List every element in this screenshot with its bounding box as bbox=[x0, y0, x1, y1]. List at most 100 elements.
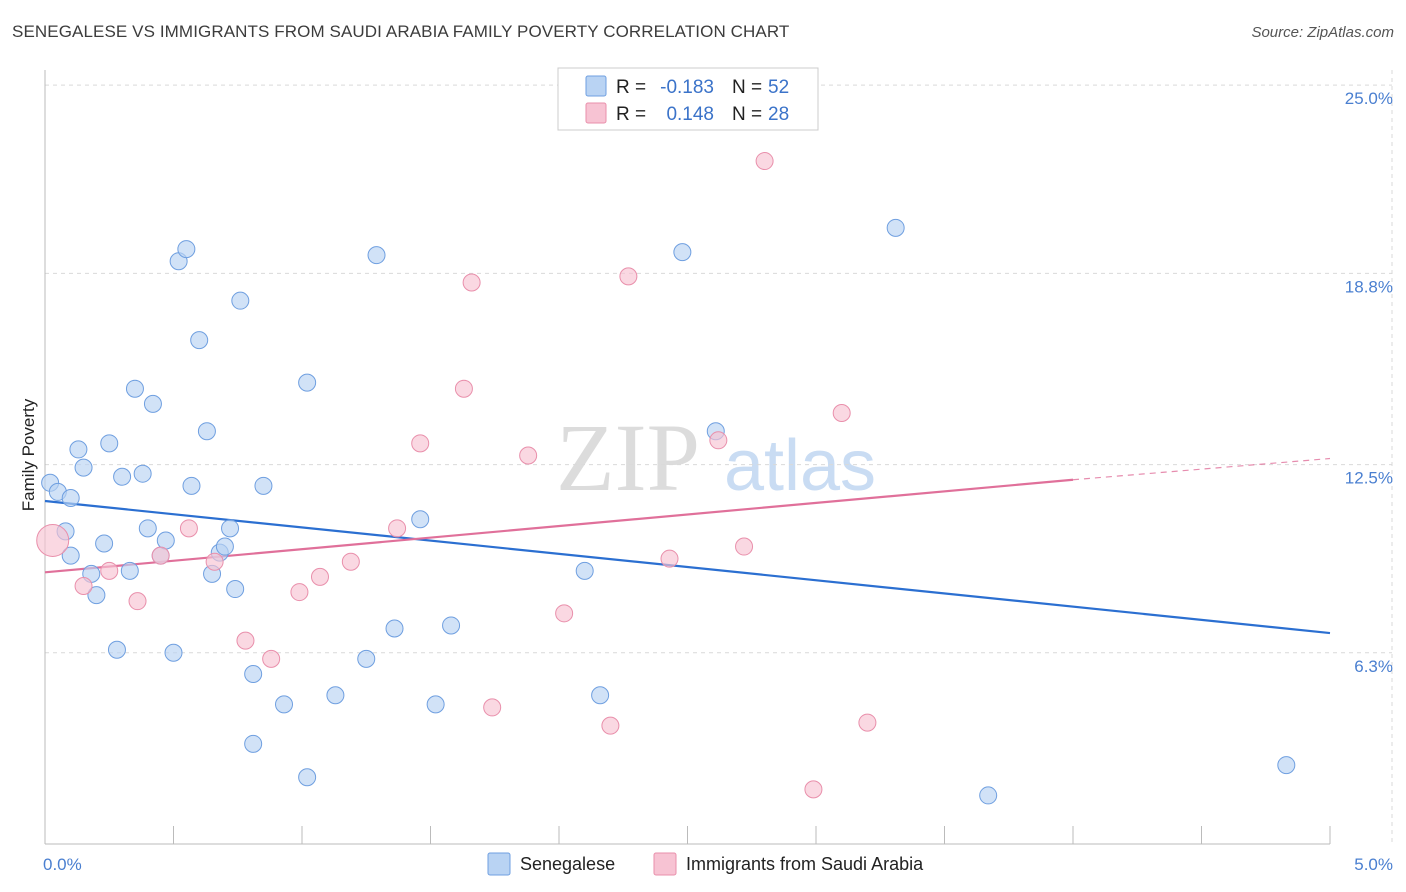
point-saudi-17 bbox=[519, 446, 538, 465]
series-legend-senegalese: Senegalese bbox=[520, 854, 615, 874]
point-senegalese-12 bbox=[120, 561, 139, 580]
point-saudi-20 bbox=[619, 267, 638, 286]
series-legend-saudi: Immigrants from Saudi Arabia bbox=[686, 854, 924, 874]
point-saudi-13 bbox=[411, 434, 430, 453]
point-senegalese-23 bbox=[190, 331, 209, 350]
point-senegalese-4 bbox=[69, 440, 88, 459]
point-saudi-4 bbox=[151, 546, 170, 565]
point-saudi-5 bbox=[179, 519, 198, 538]
x-tick-label-1: 5.0% bbox=[1354, 855, 1393, 874]
x-tick-labels: 0.0% 5.0% bbox=[43, 855, 1393, 874]
y-tick-labels: 6.3% 12.5% 18.8% 25.0% bbox=[1345, 89, 1393, 676]
point-saudi-8 bbox=[262, 649, 281, 668]
point-senegalese-28 bbox=[221, 519, 240, 538]
legend-r-value-saudi: 0.148 bbox=[666, 104, 714, 125]
point-saudi-14 bbox=[454, 379, 473, 398]
point-saudi-27 bbox=[858, 713, 877, 732]
series-legend-swatch-saudi bbox=[653, 852, 677, 876]
legend-swatch-saudi bbox=[585, 102, 607, 124]
point-senegalese-24 bbox=[197, 422, 216, 441]
point-saudi-22 bbox=[709, 431, 728, 450]
point-senegalese-13 bbox=[125, 379, 144, 398]
point-saudi-9 bbox=[290, 583, 309, 602]
point-senegalese-16 bbox=[143, 394, 162, 413]
point-saudi-15 bbox=[462, 273, 481, 292]
point-senegalese-44 bbox=[575, 561, 594, 580]
point-saudi-10 bbox=[310, 567, 329, 586]
point-senegalese-32 bbox=[244, 734, 263, 753]
legend-n-label-senegalese: N = bbox=[732, 77, 762, 98]
data-points bbox=[36, 152, 1296, 805]
point-senegalese-33 bbox=[254, 476, 273, 495]
point-senegalese-30 bbox=[231, 291, 250, 310]
point-saudi-6 bbox=[205, 552, 224, 571]
point-senegalese-31 bbox=[244, 665, 263, 684]
axes bbox=[44, 70, 1331, 845]
point-senegalese-8 bbox=[95, 534, 114, 553]
point-senegalese-40 bbox=[385, 619, 404, 638]
point-senegalese-19 bbox=[164, 643, 183, 662]
point-senegalese-3 bbox=[61, 488, 80, 507]
point-senegalese-43 bbox=[442, 616, 461, 635]
point-saudi-18 bbox=[555, 604, 574, 623]
legend-n-value-senegalese: 52 bbox=[768, 77, 789, 98]
y-axis-label: Family Poverty bbox=[19, 398, 38, 511]
point-senegalese-36 bbox=[298, 373, 317, 392]
point-saudi-24 bbox=[755, 152, 774, 171]
point-senegalese-22 bbox=[182, 476, 201, 495]
point-saudi-2 bbox=[100, 561, 119, 580]
point-saudi-3 bbox=[128, 592, 147, 611]
chart-title: SENEGALESE VS IMMIGRANTS FROM SAUDI ARAB… bbox=[12, 22, 790, 41]
grid-lines bbox=[45, 70, 1393, 844]
point-senegalese-48 bbox=[886, 218, 905, 237]
point-senegalese-35 bbox=[298, 768, 317, 787]
point-senegalese-5 bbox=[74, 458, 93, 477]
point-senegalese-37 bbox=[326, 686, 345, 705]
y-tick-label-3: 25.0% bbox=[1345, 89, 1393, 108]
point-senegalese-7 bbox=[87, 586, 106, 605]
trend-line-senegalese bbox=[44, 499, 1331, 635]
watermark-atlas: atlas bbox=[724, 426, 876, 506]
point-senegalese-34 bbox=[275, 695, 294, 714]
legend-r-label-saudi: R = bbox=[616, 104, 646, 125]
y-tick-label-2: 18.8% bbox=[1345, 277, 1393, 296]
series-legend-swatch-senegalese bbox=[487, 852, 511, 876]
point-saudi-7 bbox=[236, 631, 255, 650]
legend-swatch-senegalese bbox=[585, 75, 607, 97]
point-senegalese-15 bbox=[138, 519, 157, 538]
point-senegalese-14 bbox=[133, 464, 152, 483]
chart-source: Source: ZipAtlas.com bbox=[1251, 24, 1394, 41]
x-tick-label-0: 0.0% bbox=[43, 855, 82, 874]
point-senegalese-49 bbox=[979, 786, 998, 805]
point-senegalese-51 bbox=[61, 546, 80, 565]
point-saudi-1 bbox=[74, 577, 93, 595]
legend-n-value-saudi: 28 bbox=[768, 104, 789, 125]
point-senegalese-46 bbox=[673, 243, 692, 262]
point-senegalese-41 bbox=[411, 510, 430, 529]
y-tick-label-0: 6.3% bbox=[1354, 657, 1393, 676]
correlation-legend: R = -0.183 N = 52 R = 0.148 N = 28 bbox=[557, 67, 819, 131]
point-senegalese-10 bbox=[107, 640, 126, 659]
legend-r-label-senegalese: R = bbox=[616, 77, 646, 98]
point-saudi-16 bbox=[483, 698, 502, 717]
y-tick-label-1: 12.5% bbox=[1345, 469, 1393, 488]
legend-r-value-senegalese: -0.183 bbox=[660, 77, 714, 98]
point-senegalese-39 bbox=[367, 246, 386, 265]
point-saudi-23 bbox=[735, 537, 754, 556]
point-senegalese-18 bbox=[156, 531, 175, 550]
point-saudi-12 bbox=[388, 519, 407, 538]
point-senegalese-29 bbox=[226, 580, 245, 599]
point-saudi-26 bbox=[832, 403, 851, 422]
point-saudi-21 bbox=[660, 549, 679, 568]
point-saudi-11 bbox=[341, 552, 360, 571]
series-legend: Senegalese Immigrants from Saudi Arabia bbox=[487, 852, 924, 876]
legend-n-label-saudi: N = bbox=[732, 104, 762, 125]
watermark-zip: ZIP bbox=[556, 404, 700, 511]
point-senegalese-11 bbox=[113, 467, 132, 486]
point-senegalese-38 bbox=[357, 649, 376, 668]
point-senegalese-42 bbox=[426, 695, 445, 714]
trend-line-saudi-extension bbox=[1072, 457, 1331, 481]
point-saudi-0 bbox=[36, 523, 70, 557]
point-saudi-19 bbox=[601, 716, 620, 735]
